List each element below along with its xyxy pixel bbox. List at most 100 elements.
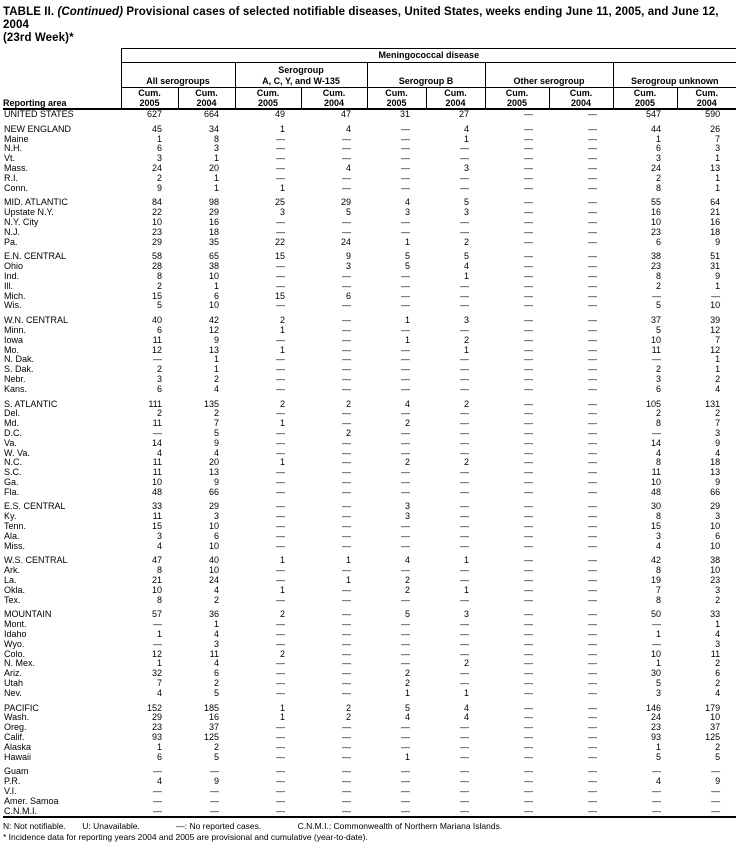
value-cell: — <box>210 796 219 806</box>
value-cell: 1 <box>213 355 219 365</box>
value-cell: 33 <box>710 609 721 620</box>
value-cell: — <box>276 766 285 777</box>
reporting-area-cell: Wyo. <box>4 639 25 649</box>
reporting-area-cell: Hawaii <box>4 752 32 762</box>
value-cell: — <box>524 183 533 193</box>
table-row: MOUNTAIN 57 36 2 — 5 3 — — 50 33 <box>3 605 736 620</box>
table-row: Iowa 11 9 — — 1 2 — — 10 7 <box>3 336 736 346</box>
value-cell: 2 <box>655 365 661 375</box>
value-cell: 10 <box>208 522 219 532</box>
value-cell: — <box>460 409 469 419</box>
value-cell: — <box>588 398 597 409</box>
value-cell: 40 <box>208 555 219 566</box>
value-cell: 3 <box>404 512 410 522</box>
group-header-serogroup-b: Serogroup B <box>366 62 485 88</box>
reporting-area-cell: Utah <box>4 679 24 689</box>
value-cell: — <box>342 609 351 620</box>
value-cell: — <box>276 477 285 487</box>
value-cell: 1 <box>463 345 469 355</box>
value-cell: 2 <box>404 585 410 595</box>
value-cell: 111 <box>148 398 162 409</box>
value-cell: — <box>342 458 351 468</box>
value-cell: 3 <box>655 688 661 698</box>
value-cell: — <box>153 796 162 806</box>
value-cell: — <box>588 237 597 247</box>
reporting-area-cell: S.C. <box>4 468 22 478</box>
value-cell: 50 <box>650 609 661 620</box>
value-cell: — <box>276 620 285 630</box>
value-cell: — <box>342 659 351 669</box>
value-cell: — <box>460 512 469 522</box>
disease-header-row: Reporting area Meningococcal disease <box>3 48 737 110</box>
value-cell: 5 <box>655 325 661 335</box>
value-cell: — <box>342 777 351 787</box>
value-cell: — <box>652 428 661 438</box>
value-cell: 4 <box>715 448 721 458</box>
value-cell: — <box>524 541 533 551</box>
table-row: C.N.M.I. — — — — — — — — — — <box>3 806 737 819</box>
value-cell: 3 <box>715 512 721 522</box>
reporting-area-cell: R.I. <box>4 173 19 183</box>
reporting-area-cell: Ind. <box>4 271 20 281</box>
value-cell: — <box>276 522 285 532</box>
value-cell: 10 <box>710 301 721 311</box>
value-cell: 4 <box>715 384 721 394</box>
table-row: UNITED STATES 627 664 49 47 31 27 — — 547 590 <box>3 109 736 120</box>
reporting-area-cell: N. Dak. <box>4 355 35 365</box>
value-cell: — <box>460 787 469 796</box>
value-cell: — <box>460 154 469 164</box>
value-cell: 13 <box>710 163 721 173</box>
value-cell: — <box>342 345 351 355</box>
value-cell: 1 <box>404 688 410 698</box>
value-cell: 105 <box>645 398 661 409</box>
value-cell: — <box>342 669 351 679</box>
value-cell: — <box>613 806 677 819</box>
value-cell: — <box>588 522 597 532</box>
value-cell: 146 <box>645 702 661 713</box>
value-cell: — <box>342 365 351 375</box>
value-cell: — <box>401 281 410 291</box>
value-cell: 48 <box>650 487 661 497</box>
value-cell: — <box>524 723 533 733</box>
value-cell: 4 <box>463 262 469 272</box>
value-cell: — <box>401 163 410 173</box>
value-cell: 2 <box>463 659 469 669</box>
value-cell: — <box>524 438 533 448</box>
value-cell: — <box>524 787 533 796</box>
table-row: Alaska 1 2 — — — — — — 1 2 <box>3 743 736 753</box>
value-cell: 23 <box>650 227 661 237</box>
value-cell: 13 <box>208 468 219 478</box>
value-cell: 8 <box>655 512 661 522</box>
value-cell: — <box>588 620 597 630</box>
value-cell: 5 <box>655 752 661 762</box>
value-cell: — <box>276 752 285 762</box>
value-cell: 37 <box>650 315 661 326</box>
value-cell: — <box>588 154 597 164</box>
reporting-area-cell: Tex. <box>4 595 21 605</box>
value-cell: 1 <box>715 281 721 291</box>
value-cell: 1 <box>279 325 285 335</box>
table-row: Ariz. 32 6 — — 2 — — — 30 6 <box>3 669 736 679</box>
table-row: N.C. 11 20 1 — 2 2 — — 8 18 <box>3 458 736 468</box>
value-cell: 23 <box>151 723 162 733</box>
value-cell: 3 <box>655 531 661 541</box>
value-cell: 4 <box>655 541 661 551</box>
table-row: Okla. 10 4 1 — 2 1 — — 7 3 <box>3 586 736 596</box>
value-cell: 3 <box>463 315 469 326</box>
value-cell: — <box>235 806 301 819</box>
value-cell: — <box>401 733 410 743</box>
value-cell: 1 <box>655 134 661 144</box>
value-cell: — <box>524 742 533 752</box>
value-cell: — <box>588 576 597 586</box>
value-cell: 4 <box>463 702 469 713</box>
value-cell: 3 <box>655 374 661 384</box>
table-row: La. 21 24 — 1 2 — — — 19 23 <box>3 576 736 586</box>
value-cell: 7 <box>655 585 661 595</box>
value-cell: — <box>342 281 351 291</box>
value-cell: — <box>276 669 285 679</box>
value-cell: 590 <box>705 109 721 119</box>
value-cell: — <box>276 217 285 227</box>
value-cell: 1 <box>715 355 721 365</box>
value-cell: 4 <box>655 448 661 458</box>
value-cell: — <box>460 566 469 576</box>
